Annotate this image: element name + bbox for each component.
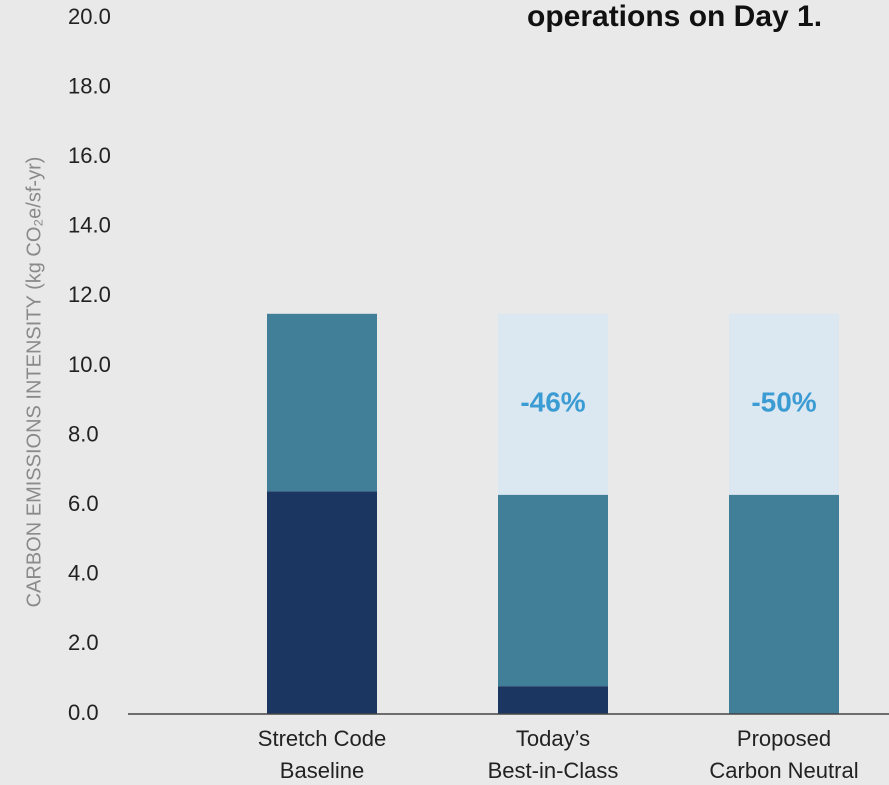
annotation: -46% (520, 387, 585, 418)
bar-segment (729, 313, 839, 495)
x-tick-label: Stretch Code (258, 726, 386, 751)
y-tick-label: 16.0 (68, 143, 111, 168)
x-tick-label: Proposed (737, 726, 831, 751)
bar-segment (267, 313, 377, 492)
y-tick-label: 0.0 (68, 700, 99, 725)
chart-title: operations on Day 1. (527, 0, 822, 33)
y-tick-label: 20.0 (68, 4, 111, 29)
x-tick-label: Best-in-Class (488, 758, 619, 783)
bar-segment (267, 491, 377, 714)
bar-segment (498, 686, 608, 714)
y-tick-label: 4.0 (68, 561, 99, 586)
x-tick-label: Carbon Neutral (709, 758, 858, 783)
x-tick-label: Baseline (280, 758, 364, 783)
y-tick-label: 10.0 (68, 352, 111, 377)
y-tick-label: 14.0 (68, 213, 111, 238)
bar-segment (498, 313, 608, 495)
y-tick-label: 8.0 (68, 421, 99, 446)
y-tick-label: 18.0 (68, 73, 111, 98)
y-tick-label: 6.0 (68, 491, 99, 516)
y-tick-label: 12.0 (68, 282, 111, 307)
y-tick-label: 2.0 (68, 630, 99, 655)
y-axis-label: CARBON EMISSIONS INTENSITY (kg CO₂e/sf-y… (23, 157, 45, 608)
x-tick-label: Today’s (516, 726, 590, 751)
bar-segment (729, 494, 839, 714)
annotation: -50% (751, 387, 816, 418)
bar-segment (498, 494, 608, 687)
